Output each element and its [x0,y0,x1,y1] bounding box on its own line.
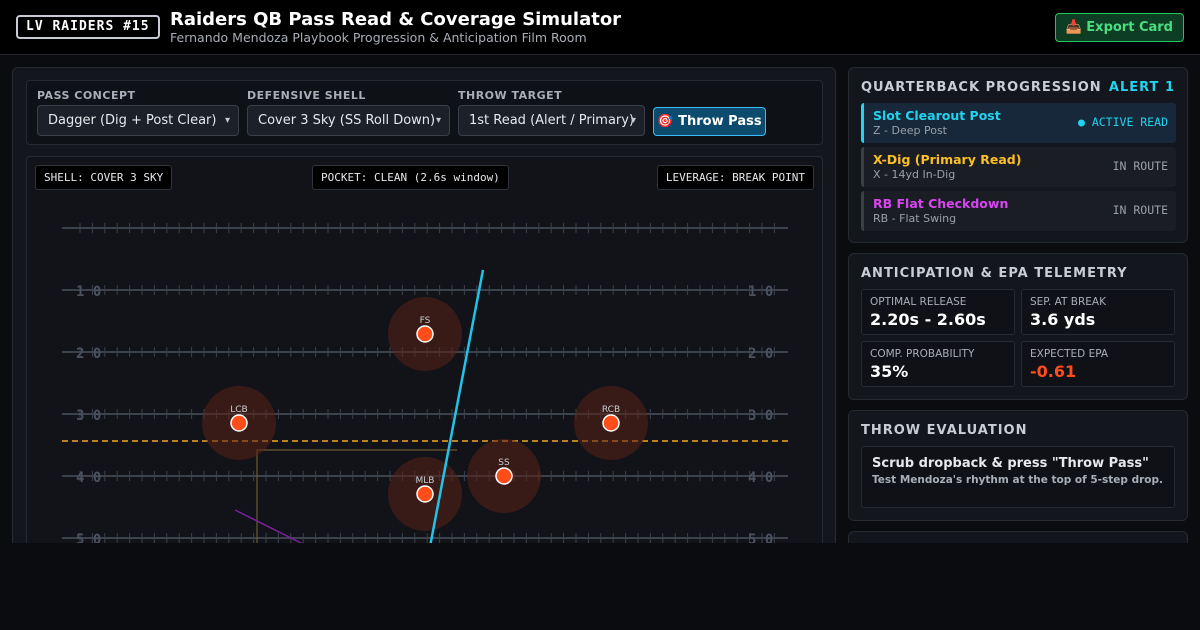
defender-label: FS [420,316,431,326]
metric-value: 2.20s - 2.60s [870,310,986,329]
defensive-shell-label: Defensive Shell [247,89,366,102]
read-name: X-Dig (Primary Read) [873,152,1022,167]
chevron-down-icon: ▾ [435,115,441,126]
chevron-down-icon: ▾ [630,115,636,126]
read-status: IN ROUTE [1112,203,1168,217]
rb-flat-route [234,509,306,546]
defensive-shell-select[interactable]: Cover 3 Sky (SS Roll Down) ▾ [247,105,450,136]
throw-pass-button[interactable]: 🎯 Throw Pass [653,107,766,136]
evaluation-headline: Scrub dropback & press "Throw Pass" [872,456,1149,471]
defender-lcb [230,414,248,432]
metric-label: Expected EPA [1030,348,1109,360]
yard-number: 2 0 [76,346,101,362]
metric-value: 35% [870,362,909,381]
page-title: Raiders QB Pass Read & Coverage Simulato… [170,9,622,30]
metric-label: Comp. Probability [870,348,975,360]
throw-target-value: 1st Read (Alert / Primary) [469,113,635,128]
leverage-chip: LEVERAGE: BREAK POINT [656,165,814,190]
evaluation-detail: Test Mendoza's rhythm at the top of 5-st… [872,474,1164,486]
yard-number: 2 0 [748,346,773,362]
pass-concept-value: Dagger (Dig + Post Clear) [48,113,217,128]
progression-title: QUARTERBACK PROGRESSION [861,80,1102,95]
separation-metric: Sep. at Break 3.6 yds [1021,289,1175,335]
export-card-button[interactable]: 📥 Export Card [1054,13,1184,42]
optimal-release-metric: Optimal Release 2.20s - 2.60s [861,289,1015,335]
pass-concept-select[interactable]: Dagger (Dig + Post Clear) ▾ [37,105,239,136]
evaluation-title: THROW EVALUATION [861,423,1028,438]
telemetry-title: ANTICIPATION & EPA TELEMETRY [861,266,1128,281]
yard-number: 4 0 [748,470,773,486]
defender-label: SS [498,458,510,468]
read-item-slot-clearout[interactable]: Slot Clearout Post Z - Deep Post ● ACTIV… [861,103,1176,143]
defender-ss [495,467,513,485]
defender-label: MLB [416,476,435,486]
control-bar: Pass Concept Dagger (Dig + Post Clear) ▾… [26,80,823,145]
defender-fs [416,325,434,343]
telemetry-card: ANTICIPATION & EPA TELEMETRY Optimal Rel… [848,253,1188,400]
throw-target-select[interactable]: 1st Read (Alert / Primary) ▾ [458,105,645,136]
read-item-x-dig[interactable]: X-Dig (Primary Read) X - 14yd In-Dig IN … [861,147,1176,187]
defender-rcb [602,414,620,432]
defender-label: RCB [602,405,620,415]
yard-number: 1 0 [76,284,101,300]
team-badge: LV RAIDERS #15 [16,15,160,39]
metric-value: 3.6 yds [1030,310,1096,329]
read-route: RB - Flat Swing [873,212,957,225]
yard-number: 3 0 [76,408,101,424]
metric-label: Sep. at Break [1030,296,1106,308]
completion-probability-metric: Comp. Probability 35% [861,341,1015,387]
defensive-shell-value: Cover 3 Sky (SS Roll Down) [258,113,436,128]
alert-badge: ALERT 1 [1108,80,1175,95]
app-header: LV RAIDERS #15 Raiders QB Pass Read & Co… [0,0,1200,55]
evaluation-card: THROW EVALUATION Scrub dropback & press … [848,410,1188,521]
read-item-rb-flat[interactable]: RB Flat Checkdown RB - Flat Swing IN ROU… [861,191,1176,231]
metric-label: Optimal Release [870,296,967,308]
yard-number: 4 0 [76,470,101,486]
evaluation-box: Scrub dropback & press "Throw Pass" Test… [861,446,1175,508]
chevron-down-icon: ▾ [224,115,230,126]
yard-number: 3 0 [748,408,773,424]
page-subtitle: Fernando Mendoza Playbook Progression & … [170,30,587,45]
read-route: Z - Deep Post [873,124,947,137]
read-status: ● ACTIVE READ [1077,115,1168,129]
page-footer-area [0,543,1200,630]
throw-target-label: Throw Target [458,89,563,102]
read-name: RB Flat Checkdown [873,196,1009,211]
pocket-chip: POCKET: CLEAN (2.6s window) [312,165,509,190]
defender-mlb [416,485,434,503]
simulator-panel: Pass Concept Dagger (Dig + Post Clear) ▾… [12,67,836,557]
throw-trajectory-line [427,269,485,555]
read-name: Slot Clearout Post [873,108,1001,123]
metric-value: -0.61 [1030,362,1077,381]
read-status: IN ROUTE [1112,159,1168,173]
defender-label: LCB [230,405,247,415]
shell-chip: SHELL: COVER 3 SKY [35,165,173,190]
pass-concept-label: Pass Concept [37,89,136,102]
progression-card: QUARTERBACK PROGRESSION ALERT 1 Slot Cle… [848,67,1188,243]
read-route: X - 14yd In-Dig [873,168,956,181]
yard-number: 1 0 [748,284,773,300]
expected-epa-metric: Expected EPA -0.61 [1021,341,1175,387]
